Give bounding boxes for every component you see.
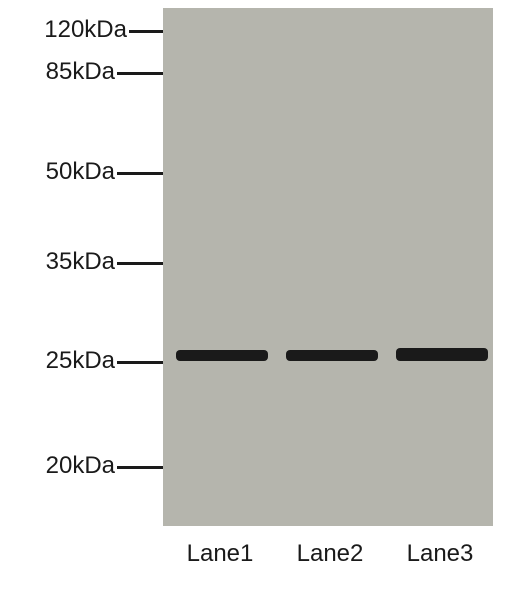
mw-tick-4 [117, 361, 163, 364]
mw-label-1: 85kDa [46, 58, 115, 86]
lane-label-3: Lane3 [392, 540, 488, 568]
western-blot-figure: 120kDa 85kDa 50kDa 35kDa 25kDa 20kDa Lane1 Lan… [0, 0, 515, 590]
lane-label-1: Lane1 [172, 540, 268, 568]
lane-label-2: Lane2 [282, 540, 378, 568]
mw-tick-2 [117, 172, 163, 175]
mw-tick-5 [117, 466, 163, 469]
mw-tick-0 [129, 30, 163, 33]
mw-label-5: 20kDa [46, 452, 115, 480]
mw-label-0: 120kDa [44, 16, 127, 44]
mw-label-4: 25kDa [46, 347, 115, 375]
mw-tick-1 [117, 72, 163, 75]
mw-label-2: 50kDa [46, 158, 115, 186]
blot-membrane [163, 8, 493, 526]
band-lane2 [286, 350, 378, 361]
mw-tick-3 [117, 262, 163, 265]
mw-label-3: 35kDa [46, 248, 115, 276]
band-lane3 [396, 348, 488, 361]
band-lane1 [176, 350, 268, 361]
